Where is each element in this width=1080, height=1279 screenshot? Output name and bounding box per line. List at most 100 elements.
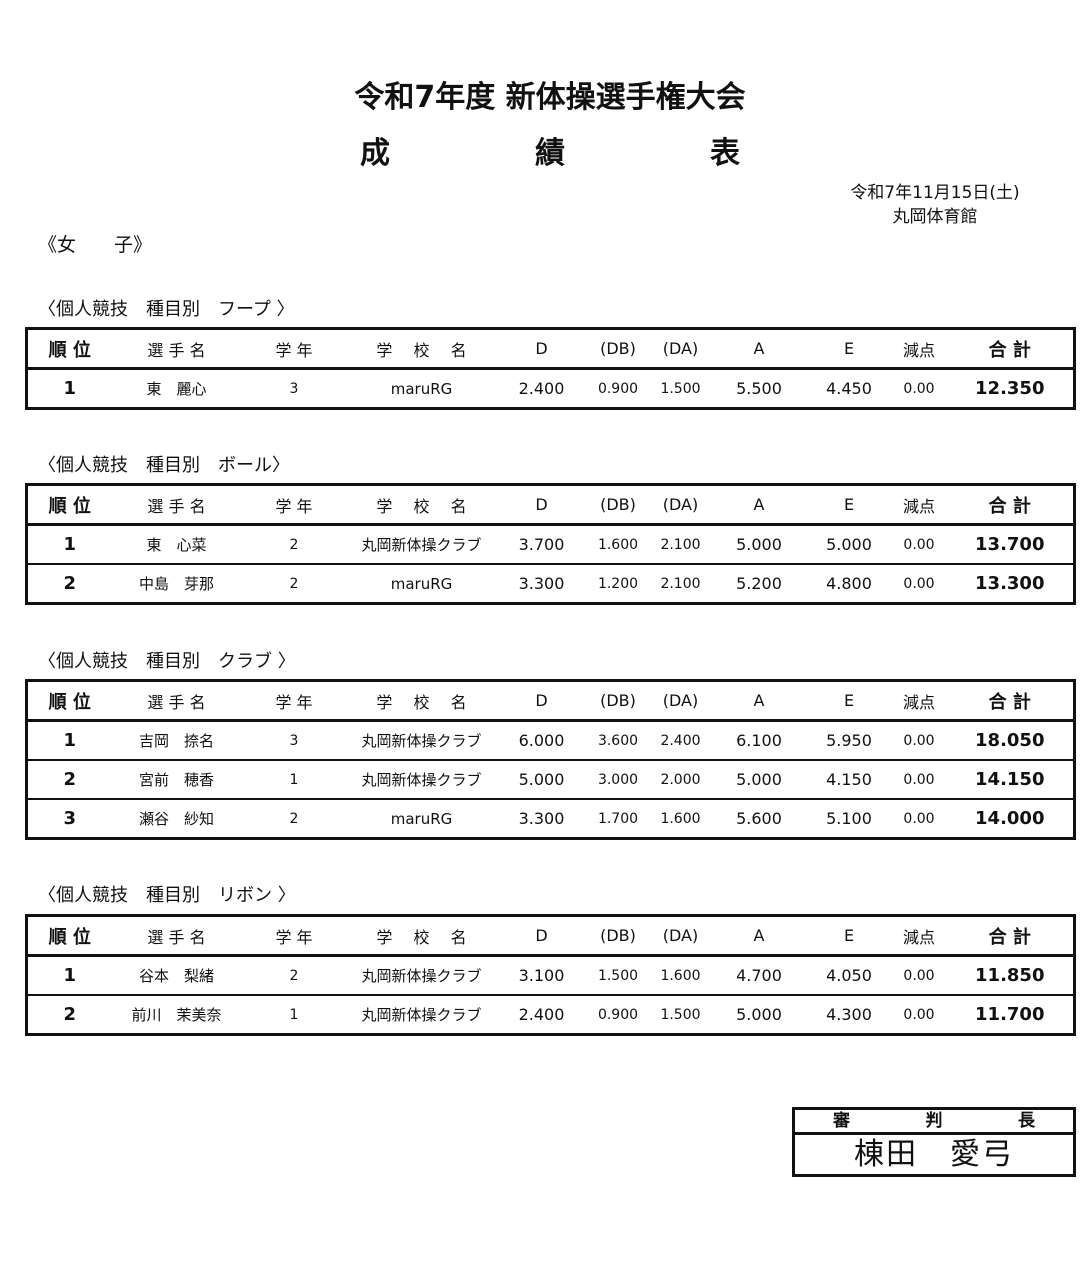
cell-d-score: 6.000 [496, 719, 587, 760]
cell-deduction: 0.00 [891, 954, 947, 995]
cell-e-score: 5.000 [806, 523, 892, 564]
cell-total: 11.850 [946, 954, 1075, 995]
cell-rank: 2 [26, 563, 112, 604]
cell-db-score: 3.600 [586, 719, 650, 760]
cell-db-score: 1.700 [586, 798, 650, 839]
cell-school: 丸岡新体操クラブ [346, 759, 497, 799]
cell-d-score: 5.000 [496, 759, 587, 799]
column-header-db-score: (DB) [586, 328, 650, 370]
results-table: 順 位選 手 名学 年学 校 名 D (DB) (DA) A E 減点合 計 1 吉岡 捺名 3 丸… [25, 679, 1076, 840]
cell-athlete-name: 東 麗心 [111, 367, 242, 409]
cell-e-score: 5.950 [806, 719, 892, 760]
table-row: 1 谷本 梨緒 2 丸岡新体操クラブ 3.100 1.500 1.600 4.700 4.050… [26, 954, 1075, 995]
cell-rank: 1 [26, 719, 112, 760]
section-label: 〈個人競技 種目別 クラブ 〉 [38, 651, 296, 672]
cell-a-score: 5.200 [711, 563, 807, 604]
cell-rank: 1 [26, 367, 112, 409]
cell-school: maruRG [346, 563, 497, 604]
column-header-e-score: E [806, 484, 892, 526]
cell-rank: 2 [26, 759, 112, 799]
document-title: 令和7年度 新体操選手権大会 [354, 80, 746, 115]
cell-e-score: 4.150 [806, 759, 892, 799]
cell-grade: 2 [241, 563, 347, 604]
cell-athlete-name: 吉岡 捺名 [111, 719, 242, 760]
column-header-db-score: (DB) [586, 680, 650, 722]
head-judge-box: 審 判 長 棟田 愛弓 [792, 1107, 1076, 1177]
cell-a-score: 4.700 [711, 954, 807, 995]
cell-total: 14.150 [946, 759, 1075, 799]
cell-total: 12.350 [946, 367, 1075, 409]
cell-school: 丸岡新体操クラブ [346, 954, 497, 995]
cell-school: maruRG [346, 798, 497, 839]
column-header-rank: 順 位 [26, 484, 112, 526]
document-subtitle: 成 績 表 [360, 128, 740, 172]
section-label: 〈個人競技 種目別 リボン 〉 [38, 885, 296, 906]
cell-da-score: 1.600 [649, 954, 712, 995]
cell-da-score: 2.100 [649, 563, 712, 604]
cell-da-score: 2.000 [649, 759, 712, 799]
cell-e-score: 5.100 [806, 798, 892, 839]
event-date: 令和7年11月15日(土) [850, 183, 1020, 203]
cell-db-score: 1.500 [586, 954, 650, 995]
cell-a-score: 5.000 [711, 994, 807, 1035]
cell-e-score: 4.300 [806, 994, 892, 1035]
column-header-e-score: E [806, 915, 892, 957]
head-judge-name: 棟田 愛弓 [854, 1137, 1014, 1172]
column-header-d-score: D [496, 915, 587, 957]
column-header-db-score: (DB) [586, 915, 650, 957]
cell-rank: 2 [26, 994, 112, 1035]
header-row: 順 位選 手 名学 年学 校 名 D (DB) (DA) A E 減点合 計 [26, 680, 1075, 722]
cell-d-score: 3.300 [496, 563, 587, 604]
cell-deduction: 0.00 [891, 367, 947, 409]
section-label: 〈個人競技 種目別 ボール〉 [38, 455, 290, 476]
subtitle-char: 表 [710, 136, 740, 171]
cell-school: 丸岡新体操クラブ [346, 523, 497, 564]
cell-deduction: 0.00 [891, 798, 947, 839]
cell-grade: 1 [241, 994, 347, 1035]
subtitle-char: 成 [360, 136, 390, 171]
cell-deduction: 0.00 [891, 563, 947, 604]
cell-athlete-name: 中島 芽那 [111, 563, 242, 604]
cell-d-score: 3.100 [496, 954, 587, 995]
column-header-deduction: 減点 [891, 328, 947, 370]
column-header-a-score: A [711, 915, 807, 957]
cell-grade: 3 [241, 719, 347, 760]
column-header-athlete-name: 選 手 名 [111, 328, 242, 370]
column-header-grade: 学 年 [241, 680, 347, 722]
cell-d-score: 2.400 [496, 994, 587, 1035]
cell-e-score: 4.800 [806, 563, 892, 604]
cell-rank: 1 [26, 523, 112, 564]
column-header-da-score: (DA) [649, 915, 712, 957]
column-header-school: 学 校 名 [346, 680, 497, 722]
column-header-athlete-name: 選 手 名 [111, 484, 242, 526]
cell-db-score: 0.900 [586, 367, 650, 409]
table-row: 1 吉岡 捺名 3 丸岡新体操クラブ 6.000 3.600 2.400 6.100 5.950… [26, 719, 1075, 760]
cell-da-score: 1.600 [649, 798, 712, 839]
column-header-grade: 学 年 [241, 915, 347, 957]
header-row: 順 位選 手 名学 年学 校 名 D (DB) (DA) A E 減点合 計 [26, 915, 1075, 957]
table-row: 2 前川 茉美奈 1 丸岡新体操クラブ 2.400 0.900 1.500 5.000 4.30… [26, 994, 1075, 1035]
cell-athlete-name: 谷本 梨緒 [111, 954, 242, 995]
column-header-school: 学 校 名 [346, 484, 497, 526]
cell-a-score: 5.000 [711, 523, 807, 564]
column-header-school: 学 校 名 [346, 915, 497, 957]
column-header-total: 合 計 [946, 915, 1075, 957]
header-row: 順 位選 手 名学 年学 校 名 D (DB) (DA) A E 減点合 計 [26, 328, 1075, 370]
table-row: 2 宮前 穂香 1 丸岡新体操クラブ 5.000 3.000 2.000 5.000 4.150… [26, 759, 1075, 799]
column-header-e-score: E [806, 328, 892, 370]
cell-athlete-name: 宮前 穂香 [111, 759, 242, 799]
cell-rank: 3 [26, 798, 112, 839]
column-header-d-score: D [496, 680, 587, 722]
column-header-da-score: (DA) [649, 484, 712, 526]
cell-deduction: 0.00 [891, 719, 947, 760]
cell-athlete-name: 前川 茉美奈 [111, 994, 242, 1035]
column-header-grade: 学 年 [241, 484, 347, 526]
cell-total: 14.000 [946, 798, 1075, 839]
cell-db-score: 1.200 [586, 563, 650, 604]
column-header-da-score: (DA) [649, 680, 712, 722]
column-header-deduction: 減点 [891, 915, 947, 957]
section-label: 〈個人競技 種目別 フープ 〉 [38, 299, 295, 320]
